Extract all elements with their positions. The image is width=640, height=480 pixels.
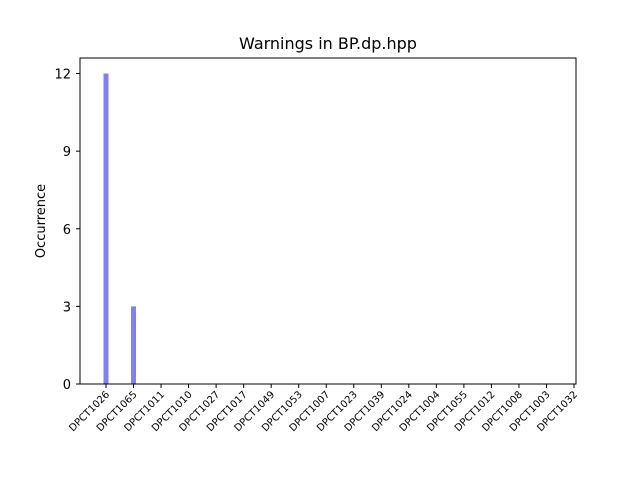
y-tick-label: 0 (63, 378, 71, 393)
chart-title: Warnings in BP.dp.hpp (239, 34, 417, 53)
bars-group (103, 73, 137, 385)
y-tick-label: 6 (63, 223, 71, 238)
y-tick-label: 12 (54, 68, 71, 83)
bar-dpct1065 (131, 306, 137, 384)
y-tick-label: 3 (63, 300, 71, 315)
y-axis-label: Occurrence (34, 184, 49, 258)
plot-frame (79, 57, 577, 385)
bar-dpct1026 (103, 73, 109, 385)
x-axis-ticks: DPCT1026DPCT1065DPCT1011DPCT1010DPCT1027… (67, 384, 580, 434)
y-axis-ticks: 0 3 6 9 12 (54, 68, 80, 393)
y-tick-label: 9 (63, 145, 71, 160)
